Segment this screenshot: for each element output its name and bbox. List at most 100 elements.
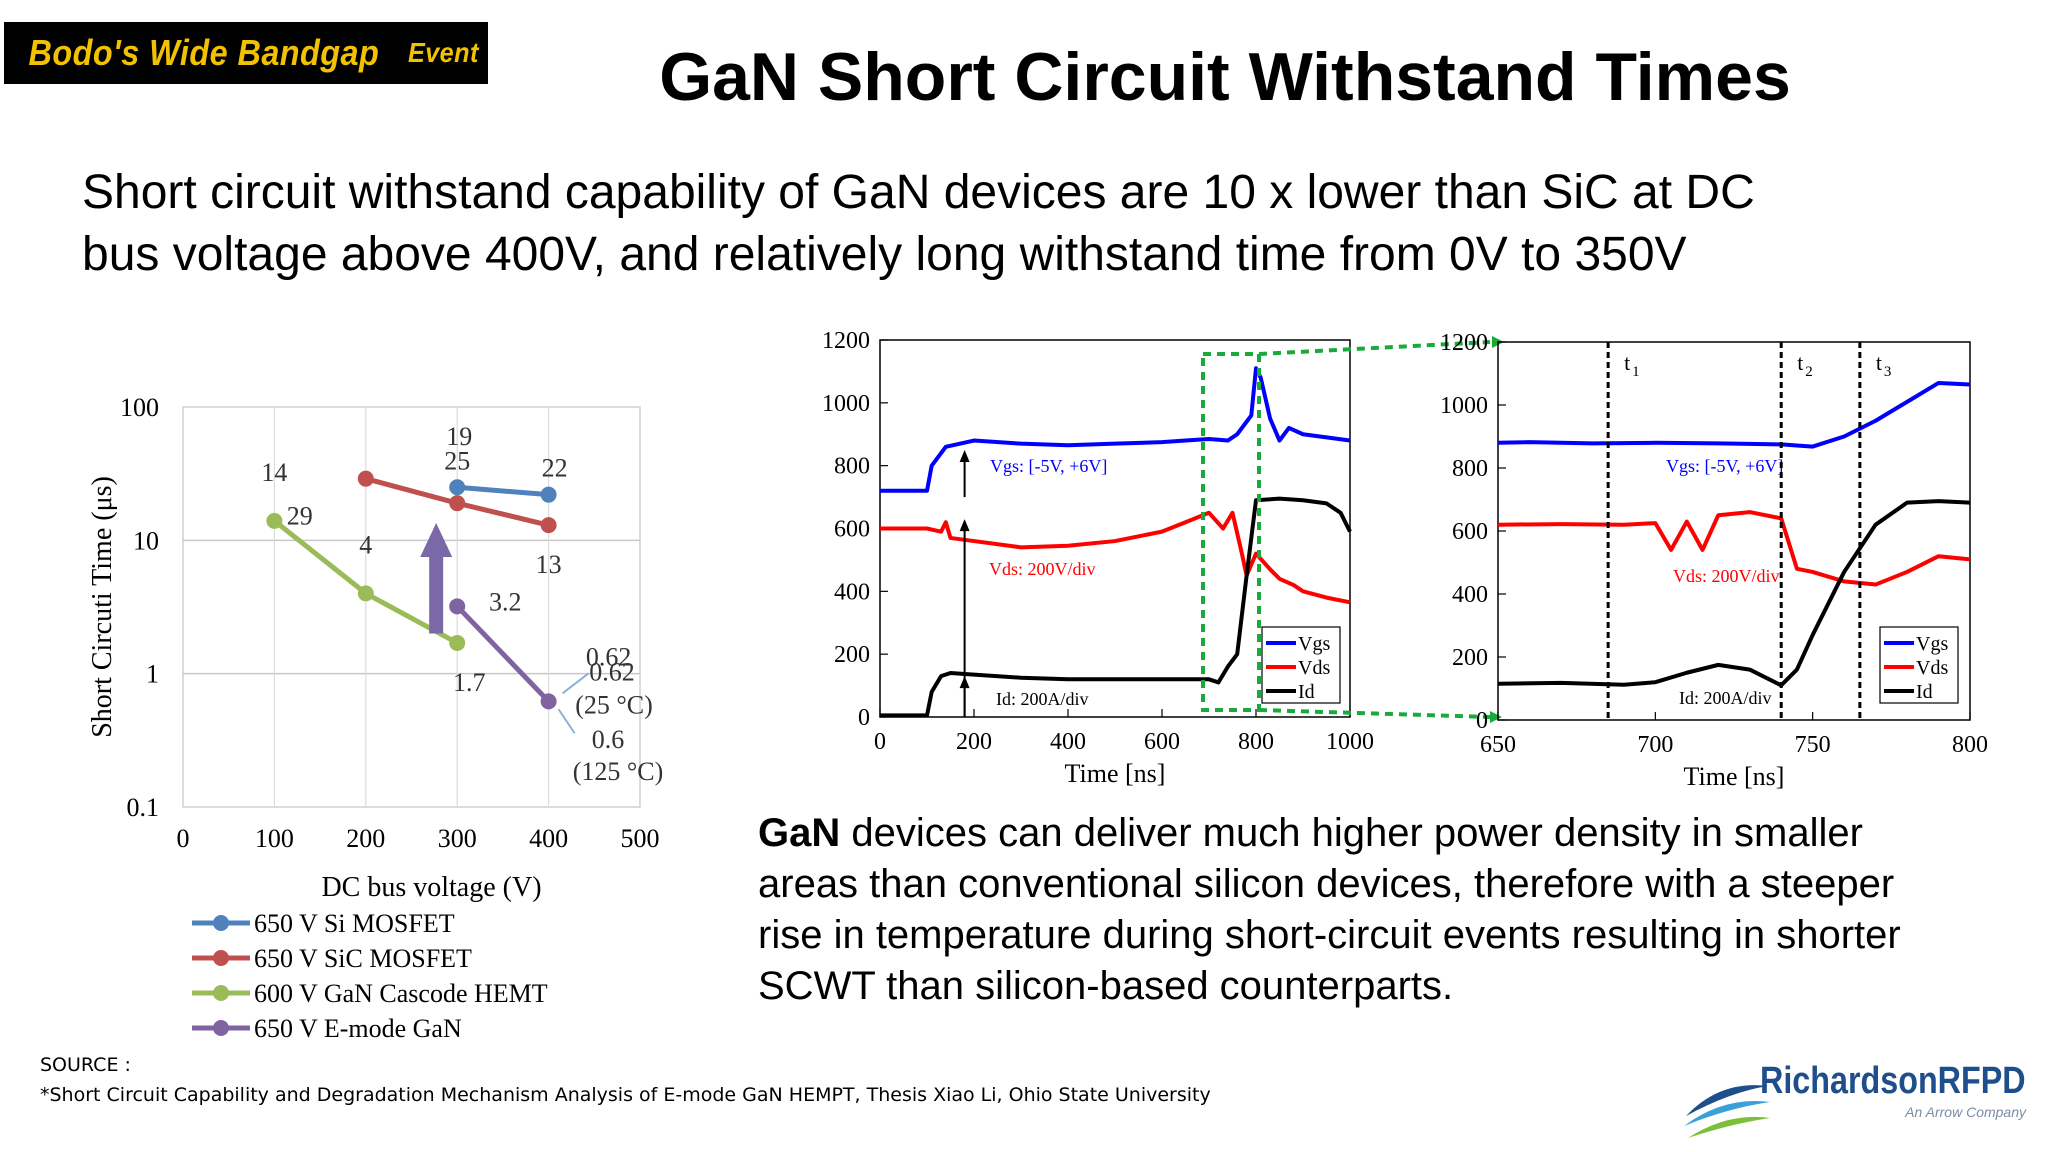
body-line-4: SCWT than silicon-based counterparts.	[758, 964, 1454, 1008]
badge-event-text: Event	[408, 37, 480, 68]
chart1-legend-label: 650 V E-mode GaN	[254, 1014, 462, 1043]
chart3-annotation-id: Id: 200A/div	[1679, 688, 1772, 708]
chart2-scale-arrow-head	[959, 676, 970, 689]
chart2-annotation-vds: Vds: 200V/div	[989, 559, 1096, 579]
chart1-y-tick-label: 1	[146, 660, 159, 689]
chart2-scale-arrow-head	[959, 519, 970, 532]
body-line-3: rise in temperature during short-circuit…	[758, 913, 1901, 957]
chart2-x-tick-label: 0	[874, 729, 886, 755]
chart3-y-tick-label: 0	[1476, 708, 1488, 734]
chart3-y-tick-label: 400	[1452, 582, 1488, 608]
chart2-y-tick-label: 0	[858, 705, 870, 731]
chart1-series-line	[456, 484, 549, 498]
chart3-time-marker-label: t	[1797, 350, 1803, 375]
chart1-annotation-leader	[561, 672, 590, 695]
chart3-legend-label: Vgs	[1916, 633, 1948, 655]
chart1-data-point	[540, 486, 557, 503]
chart1-data-label: 25	[444, 446, 470, 475]
zoom-connector	[1258, 340, 1491, 356]
chart3-x-axis-label: Time [ns]	[1684, 762, 1785, 791]
chart2-x-tick-label: 600	[1144, 729, 1180, 755]
chart1-data-point	[357, 585, 374, 602]
chart1-plot-area	[182, 406, 641, 808]
source-label: SOURCE :	[40, 1054, 131, 1076]
body-line-1-rest: devices can deliver much higher power de…	[840, 811, 1863, 855]
chart3-time-marker-subscript: 2	[1805, 364, 1813, 380]
chart3-y-tick-label: 1000	[1440, 393, 1488, 419]
chart1-data-label: 19	[446, 422, 472, 451]
chart1-legend-marker	[213, 950, 229, 966]
chart2-y-tick-label: 1200	[822, 328, 870, 354]
chart3-y-tick-label: 800	[1452, 456, 1488, 482]
chart2-y-tick-label: 600	[834, 517, 870, 543]
chart3-time-marker-label: t	[1876, 350, 1882, 375]
chart2-x-tick-label: 200	[956, 729, 992, 755]
chart1-y-tick-label: 10	[133, 526, 159, 555]
zoom-connector	[1258, 708, 1491, 719]
chart1-annotation-leader	[557, 708, 576, 734]
chart1-data-label: 1.7	[453, 668, 486, 697]
chart2-annotation-vgs: Vgs: [-5V, +6V]	[990, 456, 1107, 476]
chart1-arrow-shaft	[429, 556, 444, 634]
chart1-data-point	[449, 634, 466, 651]
chart3-x-tick-label: 800	[1952, 732, 1988, 758]
chart1-data-label: 0.62	[586, 642, 632, 671]
source-citation: *Short Circuit Capability and Degradatio…	[40, 1084, 1211, 1106]
chart3-y-tick-label: 600	[1452, 519, 1488, 545]
body-line-2: areas than conventional silicon devices,…	[758, 862, 1895, 906]
chart1-x-tick-label: 300	[438, 824, 477, 853]
zoom-connector-head	[1490, 711, 1502, 723]
badge-text: Bodo's Wide Bandgap	[28, 32, 379, 73]
chart2-x-tick-label: 400	[1050, 729, 1086, 755]
chart1-x-tick-label: 200	[346, 824, 385, 853]
chart1-data-point	[449, 598, 466, 615]
chart2-series-id	[880, 496, 1352, 718]
chart1-legend-marker	[213, 1020, 229, 1036]
chart1-data-label: 22	[542, 454, 568, 483]
body-paragraph: GaN devices can deliver much higher powe…	[758, 808, 2018, 1012]
subtitle: Short circuit withstand capability of Ga…	[82, 162, 1982, 286]
chart1-annotation-text: 0.6	[592, 725, 625, 754]
chart1-data-point	[449, 495, 466, 512]
chart1-x-tick-label: 500	[621, 824, 660, 853]
chart2-scale-arrow-head	[959, 449, 970, 462]
body-line-1: GaN devices can deliver much higher powe…	[758, 808, 2018, 859]
chart3-series-vgs	[1497, 380, 1971, 449]
source-note: SOURCE : *Short Circuit Capability and D…	[40, 1050, 1211, 1110]
chart3-x-tick-label: 650	[1480, 732, 1516, 758]
chart2-zoom-box	[1201, 352, 1261, 712]
body-bold-word: GaN	[758, 811, 841, 855]
chart3-x-tick-label: 750	[1795, 732, 1831, 758]
page-title: GaN Short Circuit Withstand Times	[659, 39, 1791, 115]
chart1-data-label: 4	[359, 530, 372, 559]
subtitle-line-2: bus voltage above 400V, and relatively l…	[82, 228, 1687, 281]
chart2-x-tick-label: 800	[1238, 729, 1274, 755]
chart3-x-tick-label: 700	[1637, 732, 1673, 758]
event-badge: Bodo's Wide Bandgap Event	[4, 22, 488, 84]
chart2-x-tick-label: 1000	[1326, 729, 1374, 755]
chart1-data-label: 13	[536, 550, 562, 579]
chart3-series-vds	[1497, 510, 1971, 587]
chart1-annotation-subtext: (25 °C)	[575, 690, 653, 719]
chart1-legend-label: 650 V Si MOSFET	[254, 909, 455, 938]
logo-tagline: An Arrow Company	[1905, 1104, 2026, 1120]
subtitle-line-1: Short circuit withstand capability of Ga…	[82, 166, 1755, 219]
company-logo: RichardsonRFPD An Arrow Company	[1680, 1060, 2040, 1148]
chart1-x-tick-label: 0	[177, 824, 190, 853]
chart2-legend-label: Id	[1298, 681, 1315, 703]
chart1-x-tick-label: 100	[255, 824, 294, 853]
chart2-legend-label: Vds	[1298, 657, 1330, 679]
chart1-data-point	[540, 517, 557, 534]
chart2-legend-label: Vgs	[1298, 633, 1330, 655]
chart2-x-axis-label: Time [ns]	[1065, 759, 1166, 788]
chart2-series-vds	[880, 510, 1351, 605]
chart1-legend-marker	[213, 915, 229, 931]
chart1-data-label: 3.2	[489, 587, 522, 616]
chart3-time-marker-subscript: 1	[1632, 364, 1640, 380]
chart2-y-tick-label: 800	[834, 454, 870, 480]
chart1-legend-marker	[213, 985, 229, 1001]
chart1-y-axis-label: Short Circuti Time (μs)	[87, 476, 118, 738]
chart1-data-label: 14	[261, 458, 287, 487]
chart2-annotation-id: Id: 200A/div	[996, 689, 1089, 709]
chart3-annotation-vds: Vds: 200V/div	[1673, 566, 1780, 586]
